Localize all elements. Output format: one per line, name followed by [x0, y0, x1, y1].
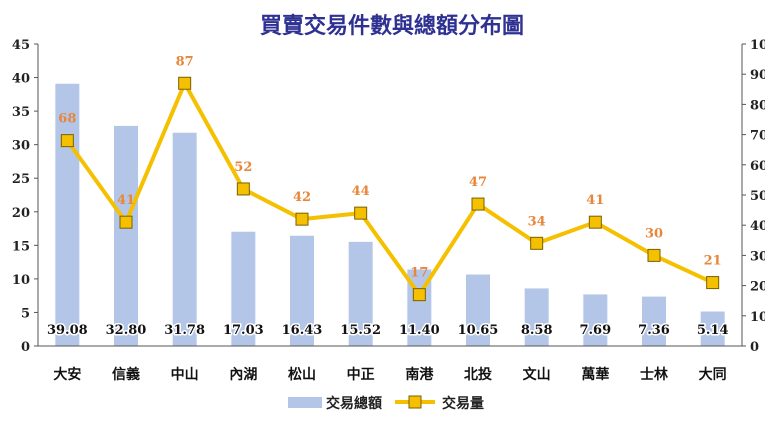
bar-value-label: 16.43 [282, 323, 323, 338]
category-label: 大安 [53, 366, 81, 383]
line-marker-0 [60, 134, 74, 148]
category-label: 信義 [112, 366, 140, 383]
bar-11 [700, 311, 725, 346]
line-value-label: 34 [528, 214, 546, 229]
bar-2 [172, 132, 197, 346]
right-tick-label: 40 [750, 219, 765, 234]
bar-4 [290, 235, 314, 346]
line-value-label: 44 [352, 184, 370, 199]
left-tick-label: 45 [12, 38, 30, 53]
bar-value-label: 7.69 [579, 323, 611, 338]
right-tick-label: 0 [750, 340, 759, 355]
line-marker-11 [706, 276, 720, 290]
left-tick-label: 5 [21, 306, 30, 321]
left-tick-label: 0 [21, 340, 30, 355]
line-value-label: 47 [469, 175, 487, 190]
line-value-label: 68 [58, 112, 76, 127]
bar-value-label: 15.52 [340, 323, 381, 338]
left-tick-label: 15 [12, 239, 30, 254]
line-marker-7 [471, 197, 485, 211]
chart-title: 買賣交易件數與總額分布圖 [260, 13, 524, 39]
right-tick-label: 80 [750, 98, 765, 113]
bar-10 [642, 296, 666, 346]
bar-value-label: 8.58 [521, 323, 553, 338]
bar-value-label: 39.08 [47, 323, 88, 338]
right-tick-label: 70 [750, 129, 765, 144]
legend-bar-swatch [288, 397, 322, 408]
bar-value-label: 11.40 [399, 323, 440, 338]
legend-line-marker [408, 395, 422, 409]
category-label: 松山 [288, 366, 316, 383]
bar-9 [583, 294, 608, 346]
bar-8 [524, 288, 549, 346]
right-tick-label: 50 [750, 189, 765, 204]
category-label: 內湖 [229, 367, 257, 383]
line-value-label: 52 [234, 160, 252, 175]
left-tick-label: 20 [12, 206, 30, 221]
legend-line-label: 交易量 [442, 395, 484, 412]
bar-5 [348, 241, 373, 346]
bar-7 [466, 274, 490, 346]
bar-value-label: 32.80 [106, 323, 147, 338]
category-label: 南港 [405, 366, 434, 383]
right-tick-label: 60 [750, 159, 765, 174]
line-marker-5 [354, 206, 368, 220]
left-tick-label: 40 [12, 72, 30, 87]
right-tick-label: 20 [750, 280, 765, 295]
line-series [65, 81, 714, 297]
line-marker-1 [119, 215, 133, 229]
category-label: 大同 [699, 366, 727, 383]
line-marker-10 [647, 248, 661, 262]
line-marker-4 [295, 212, 309, 226]
right-tick-label: 10 [750, 310, 765, 325]
bar-value-label: 5.14 [697, 323, 729, 338]
left-tick-label: 35 [12, 105, 30, 120]
category-label: 萬華 [581, 366, 609, 383]
line-value-label: 87 [176, 54, 194, 69]
category-label: 北投 [464, 367, 492, 383]
legend-bar-label: 交易總額 [326, 395, 382, 412]
line-value-label: 17 [410, 266, 428, 281]
left-tick-label: 30 [12, 139, 30, 154]
axes-layer: 0 5 10 15 20 25 30 35 40 45 0 10 20 30 40 50 60 70 80 90 100… [12, 38, 765, 383]
bar-value-label: 10.65 [458, 323, 499, 338]
line-value-label: 41 [117, 193, 135, 208]
line-marker-8 [530, 236, 544, 250]
right-tick-label: 90 [750, 68, 765, 83]
labels-layer: 39.08 32.80 31.78 17.03 16.43 15.52 11.40 10.65… [45, 54, 730, 339]
left-tick-label: 10 [12, 273, 30, 288]
right-tick-label: 30 [750, 249, 765, 264]
line-marker-2 [178, 76, 192, 90]
category-label: 文山 [523, 366, 551, 383]
line-marker-9 [588, 215, 602, 229]
line-value-label: 30 [645, 226, 663, 241]
line-value-label: 21 [704, 254, 722, 269]
category-label: 中正 [347, 366, 375, 383]
line-marker-3 [236, 182, 250, 196]
line-marker-6 [412, 288, 426, 302]
line-value-label: 41 [586, 193, 604, 208]
line-layer [60, 76, 720, 302]
bar-3 [231, 231, 256, 346]
bar-1 [114, 125, 138, 347]
bar-value-label: 7.36 [638, 323, 670, 338]
bar-value-label: 17.03 [223, 323, 264, 338]
legend: 交易總額 交易量 [288, 395, 484, 412]
left-tick-label: 25 [12, 172, 30, 187]
line-value-label: 42 [293, 190, 311, 205]
bar-value-label: 31.78 [164, 323, 205, 338]
bars-layer [55, 83, 725, 347]
category-label: 士林 [640, 366, 668, 383]
right-tick-label: 100 [750, 38, 765, 53]
category-label: 中山 [171, 366, 199, 383]
